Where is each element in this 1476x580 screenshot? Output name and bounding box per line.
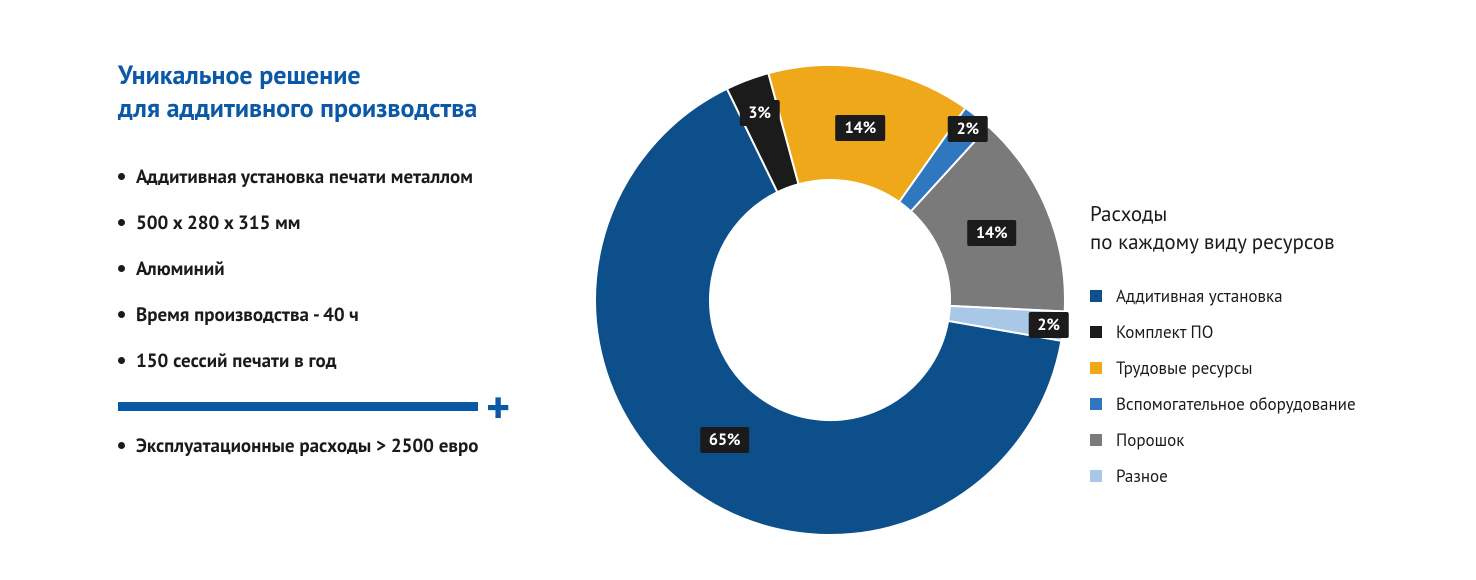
legend-swatch	[1090, 326, 1102, 338]
legend-title-line-1: Расходы	[1090, 200, 1167, 227]
footnote-bullets: Эксплуатационные расходы > 2500 евро	[118, 434, 558, 458]
plus-icon: +	[486, 395, 510, 418]
legend-swatch	[1090, 362, 1102, 374]
donut-segment-label: 2%	[1028, 312, 1069, 338]
legend-label: Вспомогательное оборудование	[1116, 393, 1356, 415]
legend-label: Трудовые ресурсы	[1116, 357, 1253, 379]
donut-chart: 65% 3% 14% 2% 14% 2%	[560, 30, 1100, 570]
donut-segment-label: 14%	[836, 115, 886, 141]
legend-swatch	[1090, 470, 1102, 482]
bullet-item: 500 x 280 x 315 мм	[118, 211, 558, 235]
bullet-item: 150 сессий печати в год	[118, 349, 558, 373]
legend-label: Разное	[1116, 465, 1168, 487]
headline-line-2: для аддитивного производства	[118, 92, 477, 125]
left-text-column: Уникальное решение для аддитивного произ…	[118, 60, 558, 480]
legend-item: Аддитивная установка	[1090, 285, 1430, 307]
divider-row: +	[118, 395, 558, 418]
bullet-item: Алюминий	[118, 257, 558, 281]
donut-segment-label: 14%	[967, 220, 1017, 246]
donut-segment-label: 3%	[739, 100, 780, 126]
legend-label: Комплект ПО	[1116, 321, 1213, 343]
legend-label: Аддитивная установка	[1116, 285, 1283, 307]
headline: Уникальное решение для аддитивного произ…	[118, 60, 558, 125]
legend-item: Разное	[1090, 465, 1430, 487]
feature-bullets: Аддитивная установка печати металлом 500…	[118, 165, 558, 373]
legend-swatch	[1090, 434, 1102, 446]
bullet-item: Время производства - 40 ч	[118, 303, 558, 327]
divider-line	[118, 402, 478, 411]
headline-line-1: Уникальное решение	[118, 59, 361, 92]
legend-swatch	[1090, 398, 1102, 410]
legend-items: Аддитивная установка Комплект ПО Трудовые …	[1090, 285, 1430, 487]
legend-title-line-2: по каждому виду ресурсов	[1090, 228, 1335, 255]
donut-segment-label: 65%	[700, 427, 750, 453]
legend-item: Трудовые ресурсы	[1090, 357, 1430, 379]
bullet-item: Аддитивная установка печати металлом	[118, 165, 558, 189]
donut-segment-label: 2%	[948, 116, 989, 142]
legend-item: Вспомогательное оборудование	[1090, 393, 1430, 415]
donut-svg	[560, 30, 1100, 570]
legend: Расходы по каждому виду ресурсов Аддитив…	[1090, 200, 1430, 501]
footnote-item: Эксплуатационные расходы > 2500 евро	[118, 434, 558, 458]
legend-label: Порошок	[1116, 429, 1184, 451]
legend-swatch	[1090, 290, 1102, 302]
legend-item: Порошок	[1090, 429, 1430, 451]
legend-title: Расходы по каждому виду ресурсов	[1090, 200, 1430, 257]
legend-item: Комплект ПО	[1090, 321, 1430, 343]
